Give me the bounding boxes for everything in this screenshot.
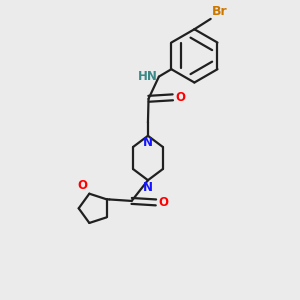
- Text: HN: HN: [137, 70, 158, 83]
- Text: Br: Br: [212, 5, 227, 18]
- Text: N: N: [143, 181, 153, 194]
- Text: O: O: [77, 179, 87, 192]
- Text: O: O: [158, 196, 168, 209]
- Text: O: O: [175, 91, 185, 104]
- Text: N: N: [143, 136, 153, 148]
